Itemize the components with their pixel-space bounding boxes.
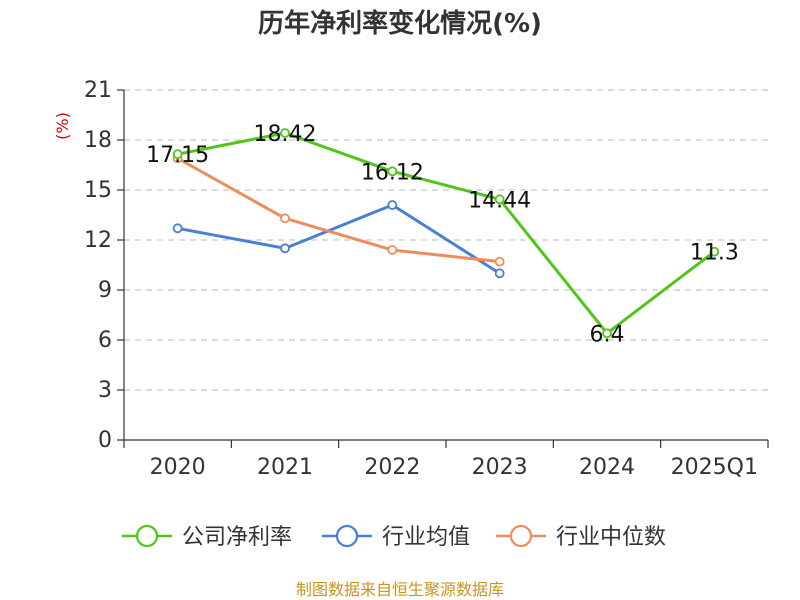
y-tick-label: 12 (84, 228, 112, 253)
legend-label-1: 行业均值 (382, 525, 470, 550)
series-line-1 (177, 203, 501, 275)
legend-label-2: 行业中位数 (556, 525, 666, 550)
data-labels-layer: 17.15 18.42 16.12 14.44 6.4 11.3 (146, 122, 739, 347)
series-point-2 (494, 256, 505, 267)
series-point-2 (280, 213, 290, 224)
legend-marker-0 (135, 524, 159, 548)
source-text: 制图数据来自恒生聚源数据库 (296, 580, 504, 599)
y-tick-label: 0 (98, 428, 112, 453)
x-tick-label: 2023 (472, 455, 528, 480)
data-label: 17.15 (146, 143, 209, 168)
series-point-0 (280, 128, 290, 138)
data-label: 18.42 (254, 122, 317, 147)
x-tick-label: 2022 (364, 455, 420, 480)
x-tick-label: 2021 (257, 455, 313, 480)
axes-layer: 0 3 6 9 12 15 18 21 2020 2021 2022 2023 2024 2025Q1 (84, 78, 769, 480)
series-point-0 (709, 246, 720, 257)
series-point-1 (494, 268, 505, 279)
y-tick-label: 6 (98, 328, 112, 353)
legend: 公司净利率 行业均值 行业中位数 (122, 524, 666, 550)
legend-marker-2 (509, 524, 533, 548)
y-tick-label: 21 (84, 78, 112, 103)
series-point-1 (172, 223, 183, 234)
x-tick-label: 2025Q1 (671, 455, 758, 480)
data-label: 16.12 (361, 160, 424, 185)
data-label: 14.44 (468, 188, 531, 213)
series-line-0 (177, 131, 716, 335)
x-tick-label: 2020 (150, 455, 206, 480)
series-layer (172, 128, 720, 339)
series-point-0 (602, 328, 612, 339)
data-label: 11.3 (690, 241, 739, 266)
legend-marker-1 (335, 524, 359, 548)
series-line-2 (176, 157, 500, 264)
y-tick-label: 9 (98, 278, 112, 303)
y-tick-label: 15 (84, 178, 112, 203)
series-point-0 (494, 194, 505, 205)
y-tick-label: 3 (98, 378, 112, 403)
series-point-0 (172, 149, 183, 160)
series-point-1 (387, 200, 398, 210)
data-label: 6.4 (590, 322, 625, 347)
legend-label-0: 公司净利率 (182, 525, 292, 550)
y-axis-unit: (%) (53, 112, 72, 140)
series-point-2 (387, 245, 398, 255)
series-point-1 (280, 243, 290, 254)
series-point-0 (387, 166, 398, 177)
x-tick-label: 2024 (579, 455, 635, 480)
y-tick-label: 18 (84, 128, 112, 153)
chart-title: 历年净利率变化情况(%) (258, 8, 542, 39)
